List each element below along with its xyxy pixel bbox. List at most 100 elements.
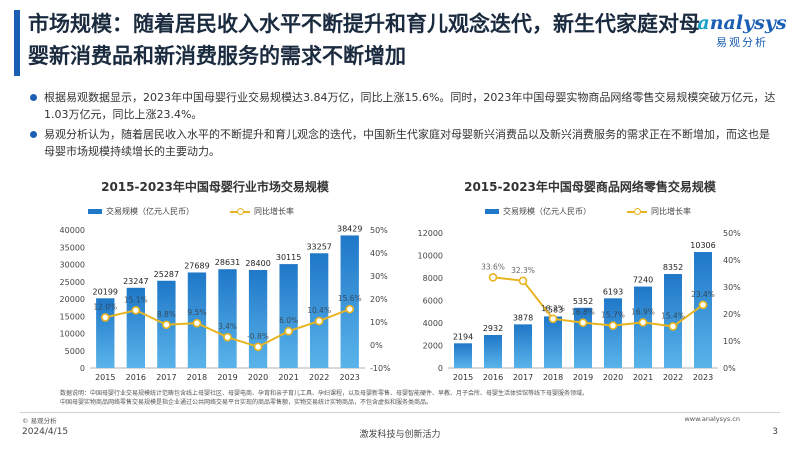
- bar-value-label: 27689: [184, 261, 209, 270]
- legend-line-swatch: [230, 207, 250, 215]
- growth-point: [548, 314, 558, 324]
- bar-value-label: 38429: [337, 224, 362, 233]
- bar-value-label: 20199: [93, 287, 118, 296]
- logo-text: nalysys: [709, 12, 787, 34]
- growth-point: [100, 313, 110, 322]
- bar: [454, 343, 472, 368]
- y-tick-label: 4000: [423, 319, 443, 328]
- growth-label: 16.9%: [631, 307, 655, 316]
- x-tick-label: 2017: [513, 373, 533, 382]
- x-tick-label: 2017: [156, 373, 176, 382]
- bar: [604, 298, 622, 368]
- growth-point: [578, 318, 588, 327]
- x-tick-label: 2021: [633, 373, 653, 382]
- growth-point: [192, 318, 202, 328]
- y-tick-label: 0: [438, 364, 443, 373]
- bar: [218, 269, 237, 368]
- bar-value-label: 28400: [245, 259, 270, 268]
- data-notes: 数据说明：中国母婴行业交易规模统计范畴包含线上母婴社区、母婴电商、孕育和亲子育儿…: [60, 389, 750, 407]
- y-tick-label: 20000: [60, 295, 85, 304]
- growth-label: 9.5%: [187, 308, 206, 317]
- y2-tick-label: 30%: [370, 272, 388, 281]
- y-tick-label: 40000: [60, 226, 85, 235]
- bar-value-label: 2194: [453, 332, 473, 341]
- legend-line-label: 同比增长率: [254, 207, 294, 216]
- bar-value-label: 28631: [215, 258, 240, 267]
- growth-label: 6.0%: [279, 316, 298, 325]
- growth-point: [162, 320, 171, 330]
- x-tick-label: 2019: [217, 373, 237, 382]
- page-title: 市场规模：随着居民收入水平不断提升和育儿观念迭代，新生代家庭对母婴新消费品和新消…: [28, 12, 700, 68]
- footer-divider: [20, 412, 780, 413]
- bar: [279, 264, 298, 368]
- summary-bullets: 根据易观数据显示，2023年中国母婴行业交易规模达3.84万亿，同比上涨15.6…: [28, 89, 778, 163]
- footer-website[interactable]: www.analysys.cn: [684, 415, 740, 423]
- bar: [340, 235, 359, 368]
- growth-point: [638, 318, 648, 327]
- x-tick-label: 2022: [663, 373, 683, 382]
- bar: [484, 335, 502, 368]
- bar-value-label: 8352: [663, 263, 683, 272]
- x-tick-label: 2020: [248, 373, 268, 382]
- growth-label: 12.0%: [93, 302, 117, 311]
- bar-value-label: 6193: [603, 287, 623, 296]
- legend-bar-label: 交易规模（亿元人民币）: [503, 207, 591, 216]
- growth-label: 15.1%: [124, 295, 148, 304]
- x-tick-label: 2016: [126, 373, 146, 382]
- growth-point: [518, 276, 528, 286]
- y-tick-label: 10000: [60, 330, 85, 339]
- x-tick-label: 2019: [573, 373, 593, 382]
- bar: [514, 324, 532, 368]
- bar-value-label: 2932: [483, 324, 503, 333]
- page-number: 3: [772, 427, 778, 437]
- growth-point: [488, 272, 498, 282]
- legend-bar-label: 交易规模（亿元人民币）: [106, 207, 194, 216]
- growth-point: [698, 300, 708, 310]
- legend-line-swatch: [627, 207, 647, 215]
- bar-value-label: 25287: [154, 270, 179, 279]
- y2-tick-label: -10%: [370, 364, 391, 373]
- bar: [664, 274, 682, 368]
- growth-label: 10.4%: [307, 306, 331, 315]
- title-accent-bar: [14, 10, 20, 76]
- bar: [694, 252, 712, 368]
- growth-point: [284, 326, 293, 336]
- growth-label: 33.6%: [481, 262, 505, 271]
- growth-label: 32.3%: [511, 266, 535, 275]
- x-tick-label: 2016: [483, 373, 503, 382]
- growth-line: [492, 276, 704, 328]
- logo-letter: a: [697, 12, 710, 34]
- growth-label: 3.4%: [218, 322, 237, 331]
- x-tick-label: 2023: [340, 373, 360, 382]
- legend-bar-swatch: [485, 209, 499, 214]
- footer-slogan: 激发科技与创新活力: [359, 430, 441, 440]
- growth-point: [668, 322, 678, 331]
- y2-tick-label: 20%: [370, 295, 388, 304]
- y-tick-label: 5000: [65, 347, 85, 356]
- bar-value-label: 3878: [513, 313, 533, 322]
- footer-source: © 易观分析: [22, 417, 57, 425]
- y2-tick-label: 50%: [370, 226, 388, 235]
- growth-label: 8.8%: [157, 310, 176, 319]
- growth-point: [314, 316, 324, 326]
- y2-tick-label: 40%: [370, 249, 388, 258]
- growth-point: [345, 304, 355, 314]
- growth-label: 15.7%: [601, 311, 625, 320]
- y2-tick-label: 10%: [723, 337, 741, 346]
- y-tick-label: 12000: [418, 229, 443, 238]
- growth-point: [608, 321, 618, 330]
- bullet-item: 易观分析认为，随着居民收入水平的不断提升和育儿观念的迭代，中国新生代家庭对母婴新…: [28, 126, 778, 160]
- x-tick-label: 2018: [187, 373, 207, 382]
- y-tick-label: 0: [80, 364, 85, 373]
- growth-label: 23.4%: [691, 290, 715, 299]
- bar: [574, 307, 592, 368]
- bar: [126, 287, 145, 368]
- y2-tick-label: 40%: [723, 256, 741, 265]
- y2-tick-label: 20%: [723, 310, 741, 319]
- growth-label: -0.8%: [247, 332, 269, 341]
- bar-value-label: 4583: [543, 305, 563, 314]
- y-tick-label: 25000: [60, 278, 85, 287]
- growth-label: 15.6%: [338, 294, 362, 303]
- y-tick-label: 15000: [60, 312, 85, 321]
